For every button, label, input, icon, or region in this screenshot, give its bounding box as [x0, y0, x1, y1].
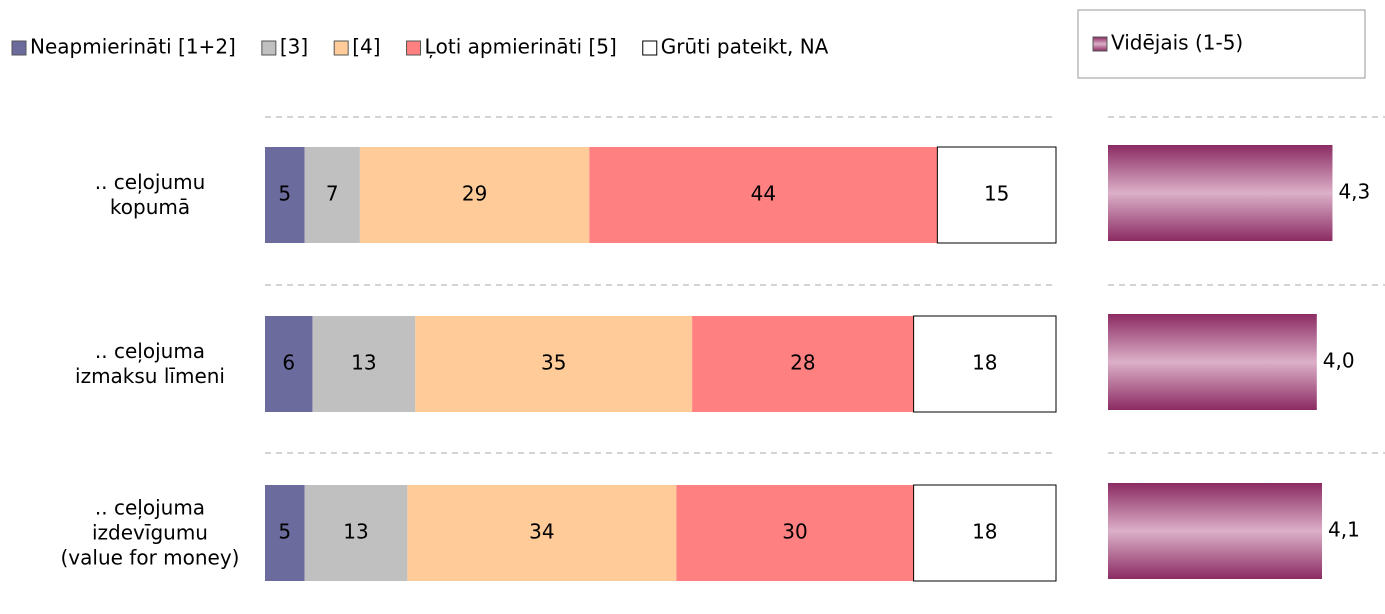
bar — [936, 146, 1057, 244]
data-label: 15 — [984, 182, 1009, 206]
legend-swatch — [333, 40, 349, 56]
bar — [1108, 483, 1323, 579]
bar — [1108, 145, 1333, 241]
category-label: .. ceļojumu kopumā — [94, 170, 206, 219]
bar — [1108, 314, 1317, 410]
legend-label: [4] — [352, 35, 380, 59]
data-label: 5 — [278, 182, 291, 206]
bar — [913, 484, 1057, 582]
bar — [407, 485, 677, 581]
bar — [312, 316, 416, 412]
data-label: 5 — [278, 520, 291, 544]
bar — [304, 485, 408, 581]
legend-swatch — [1092, 36, 1108, 52]
data-label: 44 — [751, 182, 776, 206]
bar — [692, 316, 914, 412]
bar — [415, 316, 693, 412]
data-label: 34 — [529, 520, 554, 544]
legend-swatch — [11, 40, 27, 56]
category-label: .. ceļojuma izmaksu līmeni — [75, 339, 225, 388]
legend-swatch — [406, 40, 422, 56]
data-label: 35 — [541, 351, 566, 375]
data-label: 18 — [972, 351, 997, 375]
bar — [359, 147, 590, 243]
legend-label: [3] — [280, 35, 308, 59]
legend-swatch — [261, 40, 277, 56]
data-label: 13 — [343, 520, 368, 544]
data-label: 4,0 — [1323, 349, 1355, 373]
data-label: 13 — [351, 351, 376, 375]
legend-label: Neapmierināti [1+2] — [30, 35, 236, 59]
data-label: 18 — [972, 520, 997, 544]
data-label: 4,3 — [1338, 180, 1370, 204]
bar — [304, 147, 360, 243]
legend-box — [1077, 9, 1366, 79]
data-label: 30 — [782, 520, 807, 544]
data-label: 4,1 — [1328, 518, 1360, 542]
legend-label: Grūti pateikt, NA — [661, 35, 829, 59]
data-label: 29 — [462, 182, 487, 206]
bar — [265, 485, 305, 581]
legend-label: Vidējais (1-5) — [1111, 31, 1243, 55]
bar — [265, 316, 313, 412]
bar — [589, 147, 938, 243]
legend-label: Ļoti apmierināti [5] — [425, 35, 617, 59]
legend-swatch — [642, 40, 658, 56]
data-label: 28 — [790, 351, 815, 375]
data-label: 6 — [282, 351, 295, 375]
category-label: .. ceļojuma izdevīgumu (value for money) — [60, 495, 240, 570]
bar — [913, 315, 1057, 413]
data-label: 7 — [326, 182, 339, 206]
bar — [265, 147, 305, 243]
bar — [676, 485, 914, 581]
